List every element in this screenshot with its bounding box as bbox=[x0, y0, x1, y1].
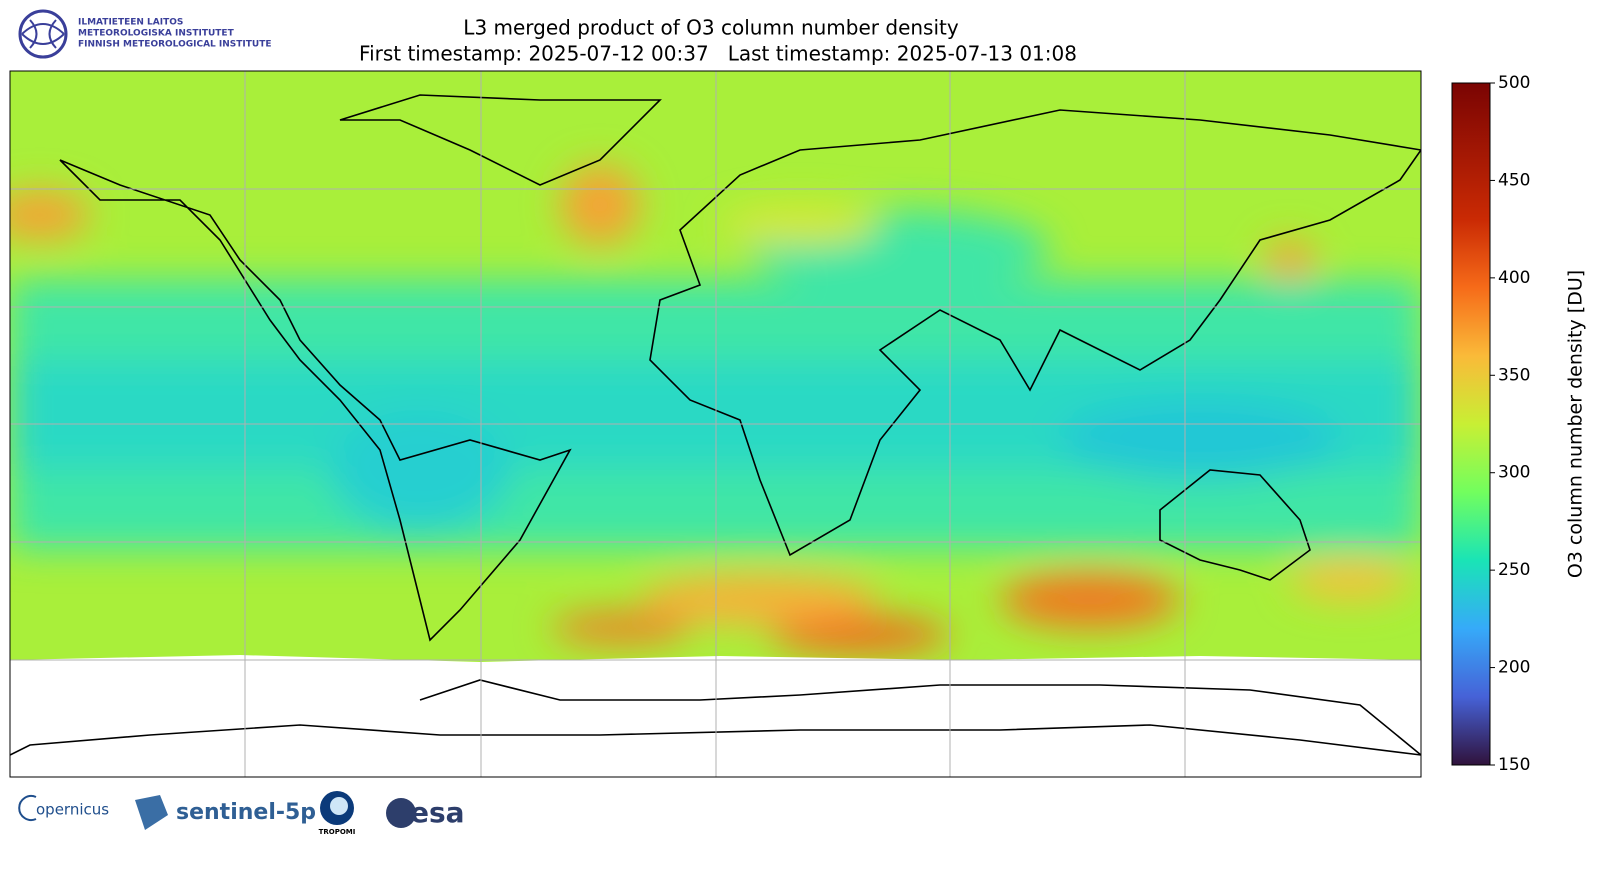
title: L3 merged product of O3 column number de… bbox=[463, 16, 959, 40]
logo-text: ILMATIETEEN LAITOS bbox=[78, 18, 183, 28]
logo-text: FINNISH METEOROLOGICAL INSTITUTE bbox=[78, 40, 272, 50]
map-frame bbox=[9, 70, 1422, 778]
logo-text: METEOROLOGISKA INSTITUTET bbox=[78, 29, 235, 39]
tick-label: 300 bbox=[1498, 463, 1530, 483]
tick-label: 200 bbox=[1498, 658, 1530, 678]
tick-label: 150 bbox=[1498, 755, 1530, 775]
logo-text: esa bbox=[410, 796, 465, 829]
tick-label: 250 bbox=[1498, 560, 1530, 580]
tick-label: 500 bbox=[1498, 73, 1530, 93]
graticule bbox=[10, 71, 1421, 777]
colorbar: O3 column number density [DU] 150 200 250 3… bbox=[1451, 73, 1587, 775]
tick-label: 450 bbox=[1498, 170, 1530, 190]
subtitle: First timestamp: 2025-07-12 00:37 Last t… bbox=[359, 42, 1077, 66]
logo-text: opernicus bbox=[36, 801, 109, 819]
footer-logos: opernicus sentinel-5p TROPOMI esa bbox=[18, 791, 465, 836]
tick-label: 350 bbox=[1498, 365, 1530, 385]
logo-text: TROPOMI bbox=[319, 828, 356, 836]
fmi-logo: ILMATIETEEN LAITOS METEOROLOGISKA INSTIT… bbox=[18, 9, 272, 59]
colorbar-label: O3 column number density [DU] bbox=[1565, 270, 1587, 578]
logo-text: sentinel-5p bbox=[176, 800, 316, 825]
tick-label: 400 bbox=[1498, 268, 1530, 288]
colorbar-gradient bbox=[1451, 82, 1491, 766]
